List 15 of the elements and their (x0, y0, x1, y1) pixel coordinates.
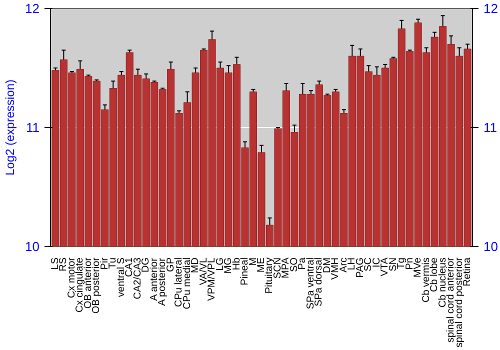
x-tick-label: RS (58, 257, 70, 272)
y-tick-label: 12 (25, 1, 40, 16)
x-tick-label: OB posterior (91, 256, 102, 314)
y2-tick-label: 11 (484, 120, 497, 135)
y-tick-label: 10 (25, 239, 40, 254)
x-tick-label: spinal cord posterior (454, 256, 465, 348)
x-tick-label: Pituitary (264, 258, 276, 294)
x-tick-label: Retina (462, 257, 474, 286)
x-tick-label: Tg (396, 258, 408, 270)
y-axis-title: Log2 (expression) (3, 79, 18, 176)
x-tick-label: ME (256, 257, 267, 272)
x-tick-label: A posterior (157, 257, 168, 306)
y2-tick-label: 12 (484, 1, 498, 16)
y2-tick-label: 10 (484, 239, 498, 254)
y-tick-label: 11 (26, 120, 40, 135)
